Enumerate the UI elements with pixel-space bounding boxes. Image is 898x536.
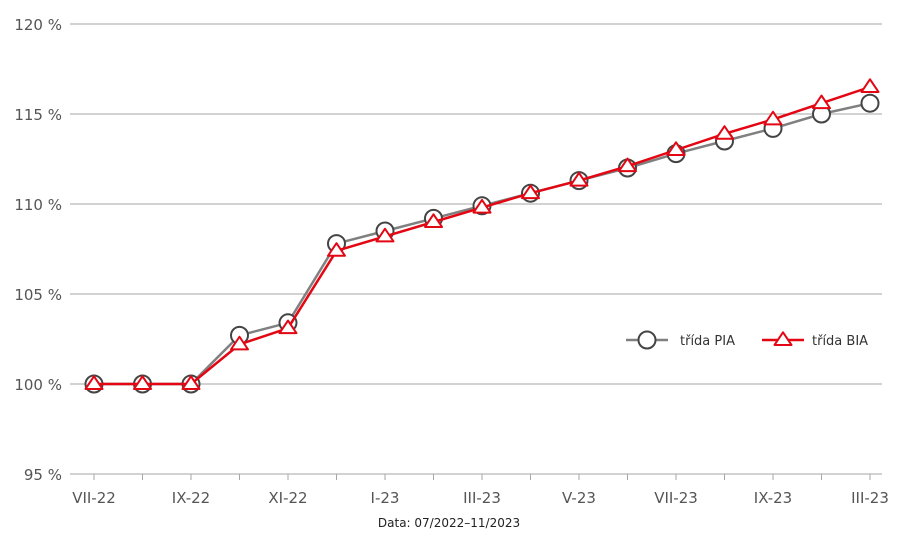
data-point-bia bbox=[472, 198, 492, 214]
legend: třída PIA třída BIA bbox=[626, 330, 868, 350]
grid-lines bbox=[70, 23, 882, 475]
x-tick-label: V-23 bbox=[562, 489, 596, 507]
x-tick-label: IX-22 bbox=[172, 489, 210, 507]
y-tick-label: 100 % bbox=[14, 376, 62, 394]
data-point-bia bbox=[84, 375, 104, 390]
legend-label: třída PIA bbox=[680, 334, 735, 349]
x-tick-label: XI-22 bbox=[268, 489, 307, 507]
x-tick-label: III-23 bbox=[463, 489, 501, 507]
data-point-bia bbox=[327, 242, 346, 257]
data-point-bia bbox=[375, 227, 395, 243]
x-axis-ticks: VII-22 IX-22 XI-22 I-23 III-23 V-23 VII-23 IX-2… bbox=[72, 474, 889, 507]
data-point-bia bbox=[181, 375, 201, 390]
data-point-bia bbox=[424, 213, 443, 228]
x-tick-label: VII-23 bbox=[654, 489, 698, 507]
y-tick-label: 120 % bbox=[14, 16, 62, 34]
y-axis-ticks: 95 % 100 % 105 % 110 % 115 % 120 % bbox=[14, 16, 62, 484]
y-tick-label: 110 % bbox=[14, 196, 62, 214]
data-point-bia bbox=[860, 78, 880, 93]
y-tick-label: 95 % bbox=[24, 466, 62, 484]
y-tick-label: 115 % bbox=[14, 106, 62, 124]
x-tick-label: I-23 bbox=[371, 489, 400, 507]
data-point-bia bbox=[278, 319, 298, 335]
legend-marker-triangle bbox=[773, 331, 793, 346]
data-point-bia bbox=[230, 335, 249, 351]
data-point-bia bbox=[666, 141, 686, 156]
legend-label: třída BIA bbox=[812, 334, 868, 349]
series-line-bia bbox=[94, 85, 871, 386]
data-point-bia bbox=[715, 125, 734, 140]
data-point-bia bbox=[618, 157, 637, 173]
data-point-bia bbox=[133, 375, 152, 390]
data-point-bia bbox=[812, 94, 831, 110]
data-point-pia bbox=[860, 93, 880, 113]
data-point-bia bbox=[569, 171, 589, 187]
x-tick-label: VII-22 bbox=[72, 489, 116, 507]
series-layer bbox=[84, 78, 880, 394]
x-tick-label: IX-23 bbox=[754, 489, 792, 507]
source-note: Data: 07/2022–11/2023 bbox=[377, 516, 521, 530]
series-line-pia bbox=[94, 101, 871, 386]
y-tick-label: 105 % bbox=[14, 286, 62, 304]
data-point-bia bbox=[521, 184, 540, 200]
legend-marker-circle bbox=[637, 330, 657, 350]
data-point-bia bbox=[763, 110, 783, 126]
x-tick-label: III-23 bbox=[851, 489, 889, 507]
